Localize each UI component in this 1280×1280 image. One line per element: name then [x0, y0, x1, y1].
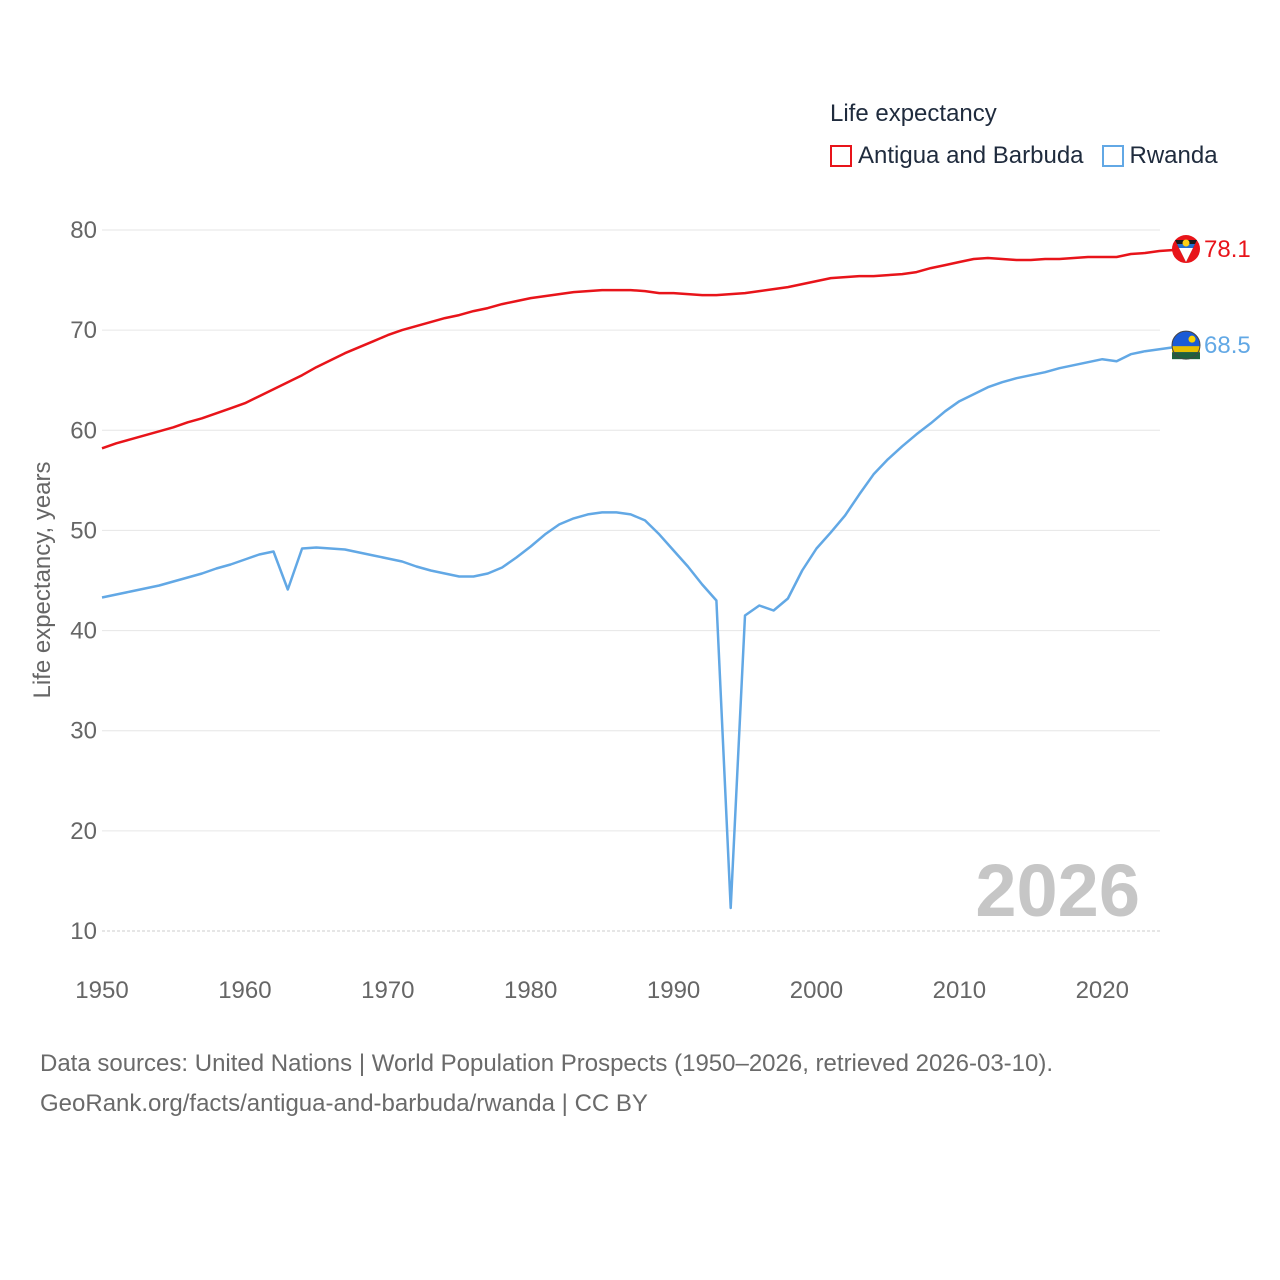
x-tick-label: 2010: [933, 977, 986, 1004]
data-sources: Data sources: United Nations | World Pop…: [40, 1044, 1053, 1124]
series-lines: [101, 247, 1189, 910]
y-axis-label: Life expectancy, years: [29, 461, 56, 698]
y-tick-label: 70: [70, 317, 97, 344]
legend: Antigua and Barbuda Rwanda: [830, 142, 1236, 170]
y-tick-label: 50: [70, 517, 97, 544]
y-tick-label: 40: [70, 618, 97, 645]
x-tick-label: 2020: [1076, 977, 1129, 1004]
legend-swatch-rwanda: [1101, 145, 1124, 167]
sources-line-2[interactable]: GeoRank.org/facts/antigua-and-barbuda/rw…: [40, 1090, 648, 1117]
y-tick-label: 20: [70, 818, 97, 845]
end-markers: 78.1 68.5: [1171, 235, 1251, 360]
rwanda-flag-icon: [1171, 330, 1201, 360]
series-line-1: [101, 343, 1189, 910]
legend-item-antigua[interactable]: Antigua and Barbuda: [830, 142, 1084, 170]
series-end-label-0: 78.1: [1204, 236, 1251, 263]
legend-title: Life expectancy: [830, 100, 997, 127]
antigua-flag-icon: [1172, 235, 1200, 264]
x-tick-label: 1980: [504, 977, 557, 1004]
y-axis-ticks: 10 20 30 40 50 60 70 80: [70, 217, 97, 945]
legend-item-rwanda[interactable]: Rwanda: [1101, 142, 1218, 170]
sources-line-1: Data sources: United Nations | World Pop…: [40, 1050, 1054, 1077]
y-tick-label: 80: [70, 217, 97, 244]
legend-swatch-antigua: [830, 145, 852, 167]
x-tick-label: 1960: [218, 977, 271, 1004]
x-tick-label: 1970: [361, 977, 414, 1004]
legend-label-antigua: Antigua and Barbuda: [858, 142, 1084, 169]
y-tick-label: 30: [70, 718, 97, 745]
y-tick-label: 10: [70, 918, 97, 945]
x-axis-ticks: 1950 1960 1970 1980 1990 2000 2010 2020: [75, 977, 1129, 1004]
series-end-label-1: 68.5: [1204, 332, 1251, 359]
year-watermark: 2026: [975, 849, 1140, 932]
gridlines: [102, 229, 1160, 932]
legend-label-rwanda: Rwanda: [1129, 142, 1218, 169]
series-line-0: [101, 247, 1189, 450]
x-tick-label: 1950: [75, 977, 128, 1004]
y-tick-label: 60: [70, 417, 97, 444]
x-tick-label: 1990: [647, 977, 700, 1004]
x-tick-label: 2000: [790, 977, 843, 1004]
